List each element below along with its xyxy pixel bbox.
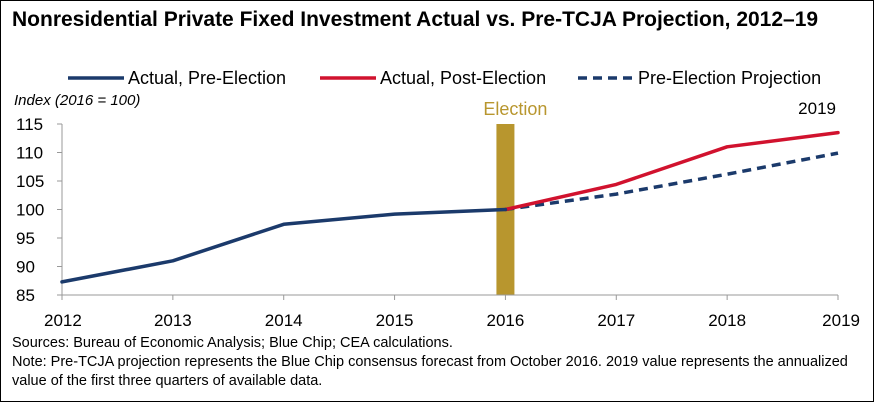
y-axis-label: Index (2016 = 100) — [14, 92, 141, 109]
y-tick-label: 105 — [16, 172, 44, 191]
x-tick-label: 2012 — [44, 311, 82, 330]
legend-swatch-actual-post-election — [320, 76, 376, 80]
x-tick-label: 2013 — [154, 311, 192, 330]
y-tick-label: 110 — [16, 144, 43, 163]
x-tick-label: 2017 — [597, 311, 635, 330]
legend-swatch-pre-election-projection — [578, 76, 634, 80]
legend-item-pre-election-projection: Pre-Election Projection — [578, 66, 821, 90]
y-tick-label: 95 — [16, 229, 35, 248]
chart-notes: Sources: Bureau of Economic Analysis; Bl… — [12, 334, 862, 391]
election-label: Election — [483, 99, 547, 119]
x-tick-label: 2016 — [487, 311, 525, 330]
legend-label-actual-post-election: Actual, Post-Election — [380, 67, 547, 88]
pre-election-projection-line — [505, 151, 839, 212]
legend-label-actual-pre-election: Actual, Pre-Election — [128, 67, 287, 88]
legend: Actual, Pre-Election Actual, Post-Electi… — [68, 66, 868, 90]
y-tick-label: 85 — [16, 286, 35, 305]
y-tick-label: 100 — [16, 201, 44, 220]
sources-note: Sources: Bureau of Economic Analysis; Bl… — [12, 335, 453, 351]
actual-pre-election-line — [60, 207, 508, 284]
x-tick-label: 2019 — [822, 311, 860, 330]
y-tick-label: 115 — [16, 115, 43, 134]
legend-swatch-actual-pre-election — [68, 76, 124, 80]
year-2019-annotation: 2019 — [798, 99, 836, 118]
legend-item-actual-post-election: Actual, Post-Election — [320, 66, 546, 90]
legend-label-pre-election-projection: Pre-Election Projection — [638, 67, 822, 88]
x-tick-label: 2015 — [376, 311, 414, 330]
actual-post-election-line — [503, 130, 840, 212]
chart-title: Nonresidential Private Fixed Investment … — [12, 8, 819, 31]
y-tick-label: 90 — [16, 258, 35, 277]
x-tick-label: 2018 — [708, 311, 746, 330]
x-tick-label: 2014 — [265, 311, 303, 330]
methodology-note: Note: Pre-TCJA projection represents the… — [12, 354, 848, 389]
legend-item-actual-pre-election: Actual, Pre-Election — [68, 66, 286, 90]
